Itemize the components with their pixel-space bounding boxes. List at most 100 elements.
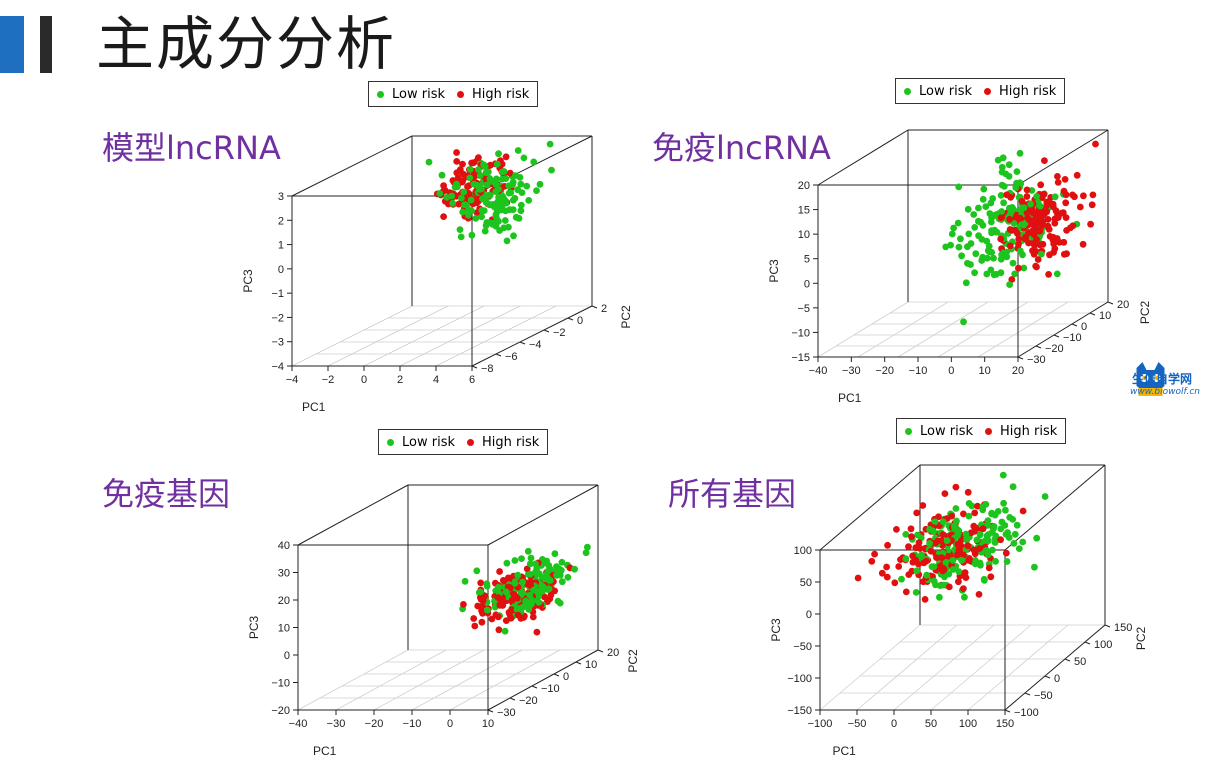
z-tick-label: 3 — [278, 191, 284, 203]
point-low-risk — [983, 254, 991, 262]
floor-grid-line — [291, 305, 413, 367]
point-low-risk — [952, 505, 960, 512]
point-low-risk — [545, 585, 553, 593]
y-tick — [487, 709, 494, 713]
x-tick-label: −4 — [286, 374, 299, 386]
point-low-risk — [948, 230, 956, 238]
x-tick-label: 100 — [959, 718, 977, 730]
y-tick-label: 150 — [1114, 622, 1132, 634]
point-high-risk — [934, 537, 942, 545]
legend-label-high: High risk — [482, 434, 540, 450]
point-low-risk — [543, 559, 550, 566]
y-tick — [1084, 641, 1091, 645]
point-low-risk — [499, 168, 506, 176]
point-high-risk — [1036, 218, 1043, 226]
point-low-risk — [1038, 250, 1045, 258]
logo-url: www.biowolf.cn — [1130, 387, 1200, 397]
y-tick — [531, 685, 538, 689]
point-high-risk — [1087, 220, 1094, 228]
point-low-risk — [1009, 259, 1017, 267]
point-low-risk — [1036, 202, 1044, 210]
point-low-risk — [457, 233, 465, 241]
point-high-risk — [441, 187, 449, 194]
point-high-risk — [453, 169, 461, 177]
point-low-risk — [468, 231, 476, 239]
floor-grid-line — [373, 649, 485, 711]
point-high-risk — [1092, 140, 1099, 148]
point-high-risk — [915, 560, 922, 568]
point-low-risk — [990, 254, 997, 262]
point-low-risk — [526, 592, 534, 599]
point-low-risk — [988, 249, 996, 256]
x-tick-label: 10 — [482, 718, 494, 730]
slide-title: 主成分分析 — [96, 10, 397, 78]
y-tick-label: −8 — [481, 363, 494, 375]
point-low-risk — [965, 230, 973, 238]
y-tick — [553, 673, 560, 677]
point-high-risk — [1036, 227, 1044, 235]
point-low-risk — [975, 204, 982, 212]
point-low-risk — [485, 191, 493, 199]
point-high-risk — [1050, 240, 1058, 248]
point-high-risk — [471, 622, 479, 630]
point-high-risk — [1049, 200, 1057, 208]
point-low-risk — [979, 221, 987, 229]
y-tick-label: 100 — [1094, 639, 1112, 651]
point-high-risk — [974, 502, 981, 510]
point-low-risk — [486, 175, 494, 183]
point-low-risk — [1002, 170, 1010, 178]
point-low-risk — [478, 185, 485, 193]
x-tick-label: 0 — [361, 374, 367, 386]
point-high-risk — [494, 594, 502, 601]
point-low-risk — [936, 582, 944, 589]
point-low-risk — [522, 597, 529, 605]
y-tick-label: 50 — [1074, 656, 1086, 668]
point-high-risk — [453, 158, 461, 165]
point-low-risk — [478, 206, 486, 214]
point-low-risk — [955, 243, 963, 251]
point-high-risk — [481, 592, 489, 600]
point-low-risk — [494, 586, 501, 594]
z-tick-label: −4 — [271, 361, 284, 373]
point-low-risk — [1006, 514, 1014, 521]
z-tick-label: 0 — [278, 264, 284, 276]
point-low-risk — [484, 606, 491, 614]
y-tick-label: 10 — [1099, 310, 1111, 322]
point-low-risk — [926, 540, 933, 547]
z-tick-label: 5 — [804, 254, 810, 266]
point-high-risk — [1059, 209, 1067, 217]
point-high-risk — [1076, 203, 1084, 211]
point-low-risk — [551, 550, 559, 558]
point-low-risk — [477, 588, 484, 596]
box-edge — [487, 484, 599, 546]
point-low-risk — [460, 188, 468, 196]
floor-grid-line — [893, 624, 995, 711]
point-high-risk — [1044, 216, 1052, 223]
point-low-risk — [957, 235, 964, 243]
legend-dot-low — [387, 438, 394, 446]
point-low-risk — [564, 573, 572, 581]
z-tick-label: 10 — [798, 229, 810, 241]
point-low-risk — [955, 568, 963, 575]
x-tick-label: −40 — [809, 365, 828, 377]
point-low-risk — [961, 593, 968, 601]
x-axis-label: PC1 — [833, 744, 857, 758]
point-low-risk — [989, 212, 997, 220]
y-tick — [1107, 301, 1114, 305]
point-low-risk — [982, 547, 990, 554]
point-high-risk — [883, 563, 890, 571]
point-high-risk — [533, 628, 541, 636]
y-tick-label: 2 — [601, 303, 607, 315]
point-high-risk — [1080, 192, 1087, 200]
point-low-risk — [1003, 558, 1011, 565]
point-high-risk — [496, 602, 504, 609]
point-low-risk — [1000, 199, 1007, 207]
z-tick-label: −50 — [793, 641, 812, 653]
legend-2: Low risk High risk — [895, 78, 1066, 104]
y-tick — [471, 365, 478, 369]
y-axis-label: PC2 — [626, 649, 640, 673]
point-low-risk — [459, 208, 467, 216]
point-low-risk — [1041, 493, 1049, 500]
x-tick-label: 0 — [891, 718, 897, 730]
point-low-risk — [898, 575, 905, 583]
